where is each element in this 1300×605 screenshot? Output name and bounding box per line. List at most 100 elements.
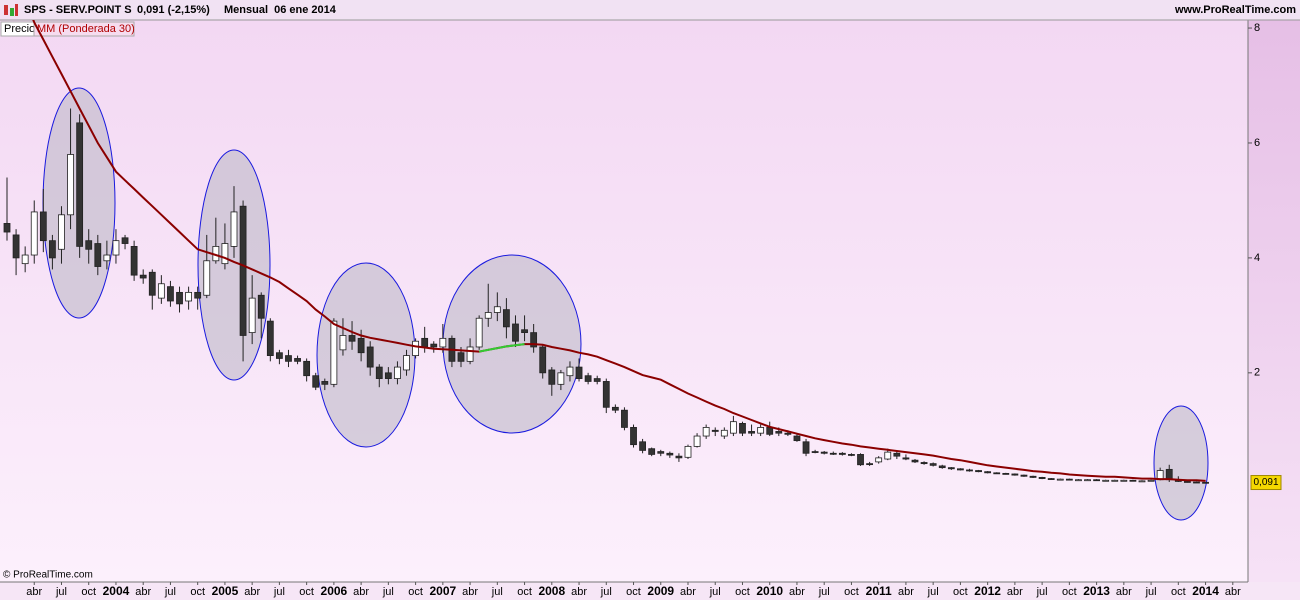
candle-body	[539, 346, 547, 374]
moving-average-rising	[497, 345, 507, 350]
candle-body	[3, 223, 11, 233]
legend-price: Precio	[4, 23, 35, 35]
x-tick-label: jul	[491, 586, 503, 598]
candle-body	[1020, 474, 1028, 477]
candle-body	[1002, 472, 1010, 475]
candle-body	[394, 366, 401, 379]
candle-body	[1129, 479, 1137, 482]
candle-body	[857, 454, 864, 466]
candle-body	[1029, 475, 1037, 478]
x-tick-label: oct	[190, 586, 205, 598]
copyright: © ProRealTime.com	[3, 570, 93, 581]
candle-body	[1138, 480, 1146, 483]
candle-body	[421, 337, 429, 348]
y-tick-label: 6	[1254, 137, 1260, 149]
header-bar	[0, 0, 1300, 20]
candle-body	[221, 243, 229, 265]
x-tick-label: jul	[927, 586, 939, 598]
x-tick-label: 2014	[1192, 584, 1219, 598]
candle-body	[1120, 479, 1128, 482]
candle-body	[294, 358, 301, 362]
candle-body	[348, 335, 356, 342]
y-tick-label: 4	[1254, 252, 1260, 264]
candle-body	[58, 214, 65, 250]
candle-body	[702, 427, 710, 437]
x-tick-label: jul	[1036, 586, 1048, 598]
candle-body	[49, 240, 56, 259]
candle-body	[330, 320, 338, 385]
candle-body	[1038, 477, 1046, 479]
candle-body	[711, 429, 719, 432]
x-tick-label: 2013	[1083, 584, 1110, 598]
candle-body	[130, 246, 138, 276]
candle-body	[1184, 481, 1191, 483]
candle-body	[39, 211, 47, 242]
last-price-box	[1250, 475, 1282, 491]
candle-body	[248, 297, 256, 334]
candle-body	[85, 240, 93, 250]
candle-body	[1202, 481, 1209, 484]
x-tick-label: oct	[517, 586, 532, 598]
x-tick-label: abr	[571, 586, 587, 598]
candle-body	[12, 234, 20, 259]
x-tick-label: abr	[26, 586, 42, 598]
x-tick-label: oct	[735, 586, 750, 598]
candle-body	[512, 323, 519, 342]
candle-body	[257, 294, 265, 319]
candle-body	[375, 366, 383, 379]
candle-body	[157, 283, 165, 299]
candle-body	[430, 343, 438, 348]
x-tick-label: oct	[1171, 586, 1186, 598]
candle-body	[1111, 479, 1119, 482]
candle-body	[775, 431, 783, 434]
candle-body	[720, 429, 728, 437]
candle-body	[285, 355, 292, 362]
candle-body	[730, 421, 737, 434]
candle-body	[1193, 481, 1200, 484]
candle-body	[675, 455, 683, 459]
last-price-label: 0,091	[1253, 477, 1278, 488]
candle-body	[548, 369, 556, 385]
candle-body	[148, 271, 156, 296]
x-tick-label: jul	[600, 586, 612, 598]
candle-body	[920, 462, 928, 465]
candle-body	[957, 468, 964, 471]
x-tick-label: oct	[408, 586, 423, 598]
x-tick-label: 2007	[429, 584, 456, 598]
candle-body	[1093, 479, 1100, 482]
symbol: SPS - SERV.POINT S	[24, 4, 132, 16]
y-tick-label: 2	[1254, 367, 1260, 379]
period: Mensual 06 ene 2014	[224, 4, 337, 16]
candle-body	[829, 452, 837, 455]
candle-body	[275, 352, 283, 359]
candle-body	[194, 291, 202, 299]
x-tick-label: oct	[953, 586, 968, 598]
candle-body	[1056, 478, 1064, 481]
highlight-ellipse	[1153, 405, 1209, 521]
candle-body	[820, 451, 828, 454]
x-tick-label: 2005	[212, 584, 239, 598]
candle-body	[866, 463, 873, 466]
x-tick-label: abr	[789, 586, 805, 598]
x-axis-area	[0, 582, 1300, 600]
candle-body	[611, 406, 619, 411]
candle-body	[1075, 479, 1082, 482]
x-tick-label: jul	[273, 586, 285, 598]
x-tick-label: 2004	[103, 584, 130, 598]
candle-body	[412, 340, 420, 356]
candle-body	[1147, 479, 1155, 482]
x-tick-label: jul	[55, 586, 67, 598]
candle-body	[303, 360, 311, 377]
candle-body	[584, 375, 592, 382]
candle-body	[938, 465, 946, 469]
candle-body	[67, 154, 74, 216]
series-layer	[3, 20, 1209, 484]
quote: 0,091 (-2,15%)	[137, 4, 210, 16]
candle-body	[439, 337, 447, 348]
candle-body	[993, 472, 1001, 475]
candle-body	[30, 211, 38, 256]
candle-body	[1047, 478, 1055, 480]
x-tick-label: jul	[382, 586, 394, 598]
